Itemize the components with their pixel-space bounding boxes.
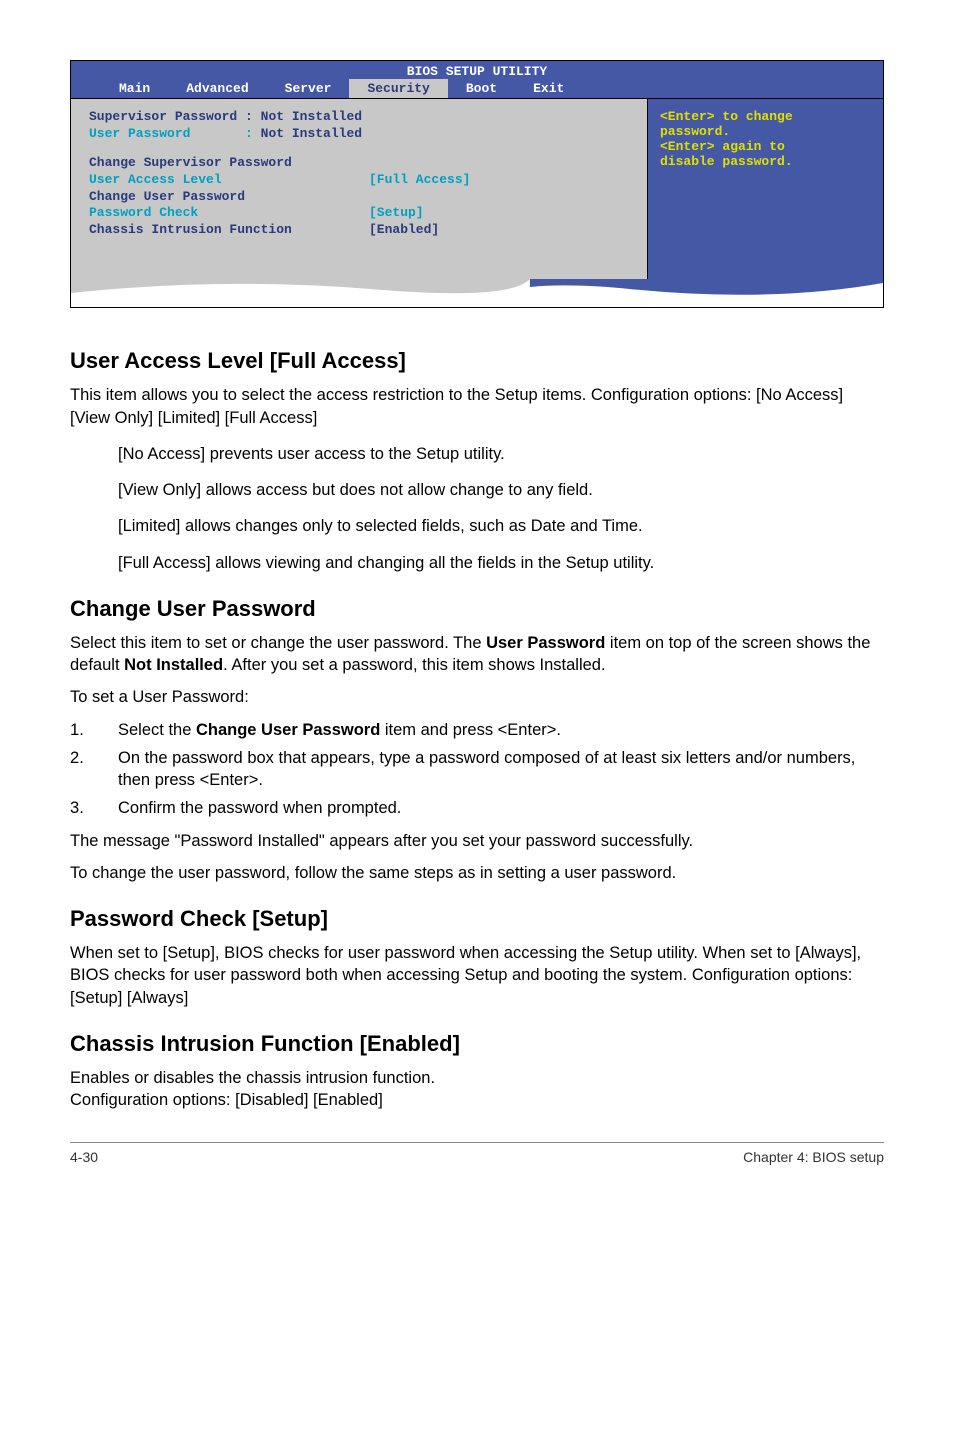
text-bold: Change User Password <box>196 721 380 739</box>
bios-panel: BIOS SETUP UTILITY Main Advanced Server … <box>70 60 884 308</box>
help-line: password. <box>660 124 730 139</box>
text: . After you set a password, this item sh… <box>223 656 605 674</box>
list-item: On the password box that appears, type a… <box>70 747 884 792</box>
bios-row[interactable]: User Access Level[Full Access] <box>89 172 629 189</box>
bios-field-value <box>369 189 629 206</box>
help-line: disable password. <box>660 154 793 169</box>
tab-exit[interactable]: Exit <box>515 79 582 98</box>
list-item: Select the Change User Password item and… <box>70 719 884 741</box>
bios-field-label: Password Check <box>89 205 369 222</box>
bios-field-label: Supervisor Password : Not Installed <box>89 109 369 126</box>
ordered-list: Select the Change User Password item and… <box>70 719 884 820</box>
bios-field-label: Chassis Intrusion Function <box>89 222 369 239</box>
paragraph: Configuration options: [Disabled] [Enabl… <box>70 1089 884 1111</box>
bios-row[interactable]: Change Supervisor Password <box>89 155 629 172</box>
paragraph: [Full Access] allows viewing and changin… <box>118 552 884 574</box>
bios-field-value: [Full Access] <box>369 172 629 189</box>
bios-field-label: User Access Level <box>89 172 369 189</box>
tab-server[interactable]: Server <box>267 79 350 98</box>
tab-advanced[interactable]: Advanced <box>168 79 266 98</box>
paragraph: [Limited] allows changes only to selecte… <box>118 515 884 537</box>
paragraph: This item allows you to select the acces… <box>70 384 884 429</box>
text: item and press <Enter>. <box>380 721 561 739</box>
paragraph: [View Only] allows access but does not a… <box>118 479 884 501</box>
bios-field-label: User Password : Not Installed <box>89 126 369 143</box>
heading-change-user-password: Change User Password <box>70 596 884 622</box>
heading-chassis-intrusion: Chassis Intrusion Function [Enabled] <box>70 1031 884 1057</box>
bios-field-value: [Setup] <box>369 205 629 222</box>
chapter-label: Chapter 4: BIOS setup <box>743 1149 884 1165</box>
text-bold: Not Installed <box>124 656 223 674</box>
bios-row[interactable]: Supervisor Password : Not Installed <box>89 109 629 126</box>
panel-torn-edge <box>71 279 883 307</box>
bios-field-label: Change Supervisor Password <box>89 155 369 172</box>
tab-security[interactable]: Security <box>349 79 447 98</box>
page-number: 4-30 <box>70 1149 98 1165</box>
paragraph: Enables or disables the chassis intrusio… <box>70 1067 884 1089</box>
text: Select this item to set or change the us… <box>70 634 486 652</box>
help-line: <Enter> again to <box>660 139 785 154</box>
bios-row[interactable]: Change User Password <box>89 189 629 206</box>
bios-body: Supervisor Password : Not InstalledUser … <box>71 98 883 279</box>
bios-field-value: [Enabled] <box>369 222 629 239</box>
bios-help-pane: <Enter> to change password. <Enter> agai… <box>648 99 883 279</box>
bios-field-label: Change User Password <box>89 189 369 206</box>
paragraph: To change the user password, follow the … <box>70 862 884 884</box>
bios-row[interactable]: Chassis Intrusion Function[Enabled] <box>89 222 629 239</box>
bios-title: BIOS SETUP UTILITY <box>71 61 883 79</box>
paragraph: When set to [Setup], BIOS checks for use… <box>70 942 884 1009</box>
text: Select the <box>118 721 196 739</box>
paragraph: To set a User Password: <box>70 686 884 708</box>
list-item: Confirm the password when prompted. <box>70 797 884 819</box>
paragraph: [No Access] prevents user access to the … <box>118 443 884 465</box>
heading-password-check: Password Check [Setup] <box>70 906 884 932</box>
page-footer: 4-30 Chapter 4: BIOS setup <box>70 1142 884 1165</box>
tab-boot[interactable]: Boot <box>448 79 515 98</box>
bios-left-pane: Supervisor Password : Not InstalledUser … <box>71 99 648 279</box>
bios-row[interactable]: User Password : Not Installed <box>89 126 629 143</box>
text: Confirm the password when prompted. <box>118 797 401 819</box>
text-bold: User Password <box>486 634 605 652</box>
bios-field-value <box>369 155 629 172</box>
paragraph: The message "Password Installed" appears… <box>70 830 884 852</box>
text: On the password box that appears, type a… <box>118 747 884 792</box>
help-line: <Enter> to change <box>660 109 793 124</box>
paragraph: Select this item to set or change the us… <box>70 632 884 677</box>
tab-main[interactable]: Main <box>101 79 168 98</box>
bios-tab-bar: Main Advanced Server Security Boot Exit <box>71 79 883 98</box>
heading-user-access-level: User Access Level [Full Access] <box>70 348 884 374</box>
bios-row[interactable]: Password Check[Setup] <box>89 205 629 222</box>
